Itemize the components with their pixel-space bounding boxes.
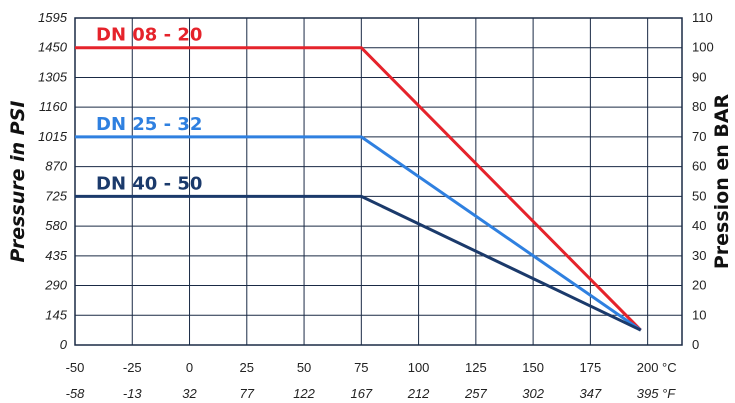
x-celsius-tick-label: -50 [66, 360, 85, 375]
x-celsius-tick-label: 125 [465, 360, 487, 375]
y-right-tick-label: 30 [692, 248, 706, 263]
y-right-tick-label: 60 [692, 159, 706, 174]
y-axis-title-left: Pressure in PSI [7, 101, 29, 263]
x-fahrenheit-tick-label: 32 [182, 386, 197, 401]
plot-frame [74, 17, 683, 346]
x-fahrenheit-tick-label: 122 [293, 386, 315, 401]
y-left-tick-label: 725 [45, 188, 67, 203]
y-left-tick-label: 0 [60, 337, 68, 352]
x-fahrenheit-tick-label: 347 [580, 386, 602, 401]
series-line [75, 194, 642, 332]
y-right-tick-label: 0 [692, 337, 699, 352]
y-left-tick-label: 1450 [38, 40, 68, 55]
y-right-tick-labels: 0 10 20 30 40 50 60 70 80 90 100 110 [692, 10, 714, 352]
y-left-tick-label: 580 [45, 218, 67, 233]
y-left-tick-label: 1595 [38, 10, 68, 25]
x-fahrenheit-tick-labels: -58 -13 32 77 122 167 212 257 302 347 395 [66, 386, 660, 401]
y-left-tick-label: 290 [44, 278, 67, 293]
series-label: DN 08 - 20 [96, 25, 202, 46]
y-left-tick-label: 1305 [38, 69, 68, 84]
y-right-tick-label: 50 [692, 188, 706, 203]
y-right-tick-label: 80 [692, 99, 706, 114]
y-right-tick-label: 40 [692, 218, 706, 233]
x-fahrenheit-tick-label: 257 [464, 386, 487, 401]
y-right-tick-label: 70 [692, 129, 706, 144]
x-celsius-tick-label: 150 [522, 360, 544, 375]
x-celsius-tick-label: 100 [408, 360, 430, 375]
x-celsius-tick-label: -25 [123, 360, 142, 375]
y-right-tick-label: 90 [692, 69, 706, 84]
y-right-tick-label: 10 [692, 307, 706, 322]
x-celsius-tick-label: 0 [186, 360, 193, 375]
x-celsius-tick-label: 25 [240, 360, 254, 375]
x-celsius-tick-label: 50 [297, 360, 311, 375]
y-left-tick-label: 145 [45, 307, 67, 322]
x-celsius-tick-labels: -50 -25 0 25 50 75 100 125 150 175 200 [66, 360, 659, 375]
x-unit-fahrenheit: °F [662, 386, 676, 401]
series-line [75, 135, 642, 332]
y-axis-title-right: Pression en BAR [711, 93, 733, 269]
y-left-tick-label: 1160 [39, 99, 68, 114]
x-fahrenheit-tick-label: 212 [407, 386, 430, 401]
x-celsius-tick-label: 175 [580, 360, 602, 375]
x-fahrenheit-tick-label: -13 [123, 386, 143, 401]
series-label: DN 40 - 50 [96, 173, 202, 194]
y-right-tick-label: 100 [692, 40, 714, 55]
x-celsius-tick-label: 75 [354, 360, 368, 375]
x-fahrenheit-tick-label: -58 [66, 386, 86, 401]
series-layer: DN 08 - 20 DN 25 - 32 DN 40 - 50 [74, 25, 642, 332]
y-right-tick-label: 110 [692, 10, 713, 25]
y-left-tick-labels: 0 145 290 435 580 725 870 1015 1160 1305 1450 1595 [38, 10, 68, 352]
y-right-tick-label: 20 [692, 278, 706, 293]
y-left-tick-label: 435 [45, 248, 67, 263]
y-left-tick-label: 1015 [38, 129, 68, 144]
x-fahrenheit-tick-label: 167 [350, 386, 372, 401]
x-fahrenheit-tick-label: 395 [637, 386, 659, 401]
x-fahrenheit-tick-label: 302 [522, 386, 544, 401]
series-label: DN 25 - 32 [96, 114, 202, 135]
x-unit-celsius: °C [662, 360, 677, 375]
x-celsius-tick-label: 200 [637, 360, 659, 375]
y-left-tick-label: 870 [45, 159, 67, 174]
x-fahrenheit-tick-label: 77 [240, 386, 255, 401]
